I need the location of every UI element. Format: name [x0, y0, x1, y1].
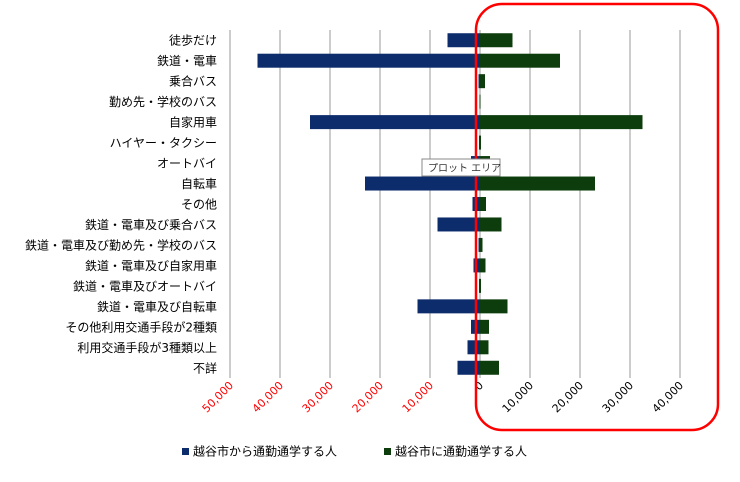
tooltip: プロット エリア [421, 158, 501, 177]
tick-label-2: 30,000 [300, 379, 336, 415]
category-label-3: 勤め先・学校のバス [109, 94, 217, 109]
category-label-15: 利用交通手段が3種類以上 [77, 340, 217, 355]
bar-s0-12 [479, 278, 480, 293]
category-label-2: 乗合バス [169, 74, 217, 89]
bar-s0-2 [478, 74, 480, 89]
bar-s1-7 [480, 176, 595, 191]
category-label-4: 自家用車 [169, 115, 217, 130]
bar-s1-0 [480, 33, 513, 48]
bar-s0-15 [467, 340, 480, 355]
bar-s0-13 [417, 299, 480, 314]
bar-s1-14 [480, 319, 489, 334]
gridlines [229, 30, 681, 378]
highlight-box [474, 2, 720, 432]
bar-s1-15 [480, 340, 489, 355]
bar-s0-7 [365, 176, 480, 191]
category-label-16: 不詳 [193, 360, 217, 375]
category-label-9: 鉄道・電車及び乗合バス [85, 217, 217, 232]
bar-s1-3 [480, 94, 481, 109]
legend-swatch-1 [384, 448, 391, 455]
tick-label-7: 20,000 [550, 379, 586, 415]
legend-label-0: 越谷市から通勤通学する人 [193, 444, 337, 459]
tick-label-0: 50,000 [200, 379, 236, 415]
category-label-13: 鉄道・電車及び自転車 [97, 299, 217, 314]
category-label-12: 鉄道・電車及びオートバイ [73, 278, 217, 293]
tick-label-6: 10,000 [500, 379, 536, 415]
bar-s0-16 [457, 360, 480, 375]
bar-s1-16 [480, 360, 499, 375]
legend-swatch-0 [182, 448, 189, 455]
tick-label-1: 40,000 [250, 379, 286, 415]
bar-s1-2 [480, 74, 485, 89]
tick-label-5: 0 [472, 379, 486, 393]
bar-s1-4 [480, 115, 643, 130]
bar-s0-9 [437, 217, 480, 232]
tick-label-4: 10,000 [400, 379, 436, 415]
bar-s0-4 [310, 115, 480, 130]
category-label-11: 鉄道・電車及び自家用車 [85, 258, 217, 273]
category-label-14: その他利用交通手段が2種類 [65, 319, 217, 334]
legend-label-1: 越谷市に通勤通学する人 [395, 444, 527, 459]
tick-label-3: 20,000 [350, 379, 386, 415]
bar-s1-5 [480, 135, 481, 150]
tooltip-text: プロット エリア [428, 163, 501, 175]
category-label-1: 鉄道・電車 [157, 53, 217, 68]
bar-s0-5 [479, 135, 480, 150]
tooltip-box [421, 158, 501, 177]
bar-s0-0 [447, 33, 480, 48]
bar-s0-1 [257, 53, 480, 68]
category-label-10: 鉄道・電車及び勤め先・学校のバス [25, 237, 217, 252]
bar-s1-13 [480, 299, 508, 314]
bars [257, 33, 643, 375]
bar-s1-9 [480, 217, 502, 232]
bar-s1-11 [480, 258, 486, 273]
bar-s1-10 [480, 237, 483, 252]
category-label-6: オートバイ [157, 157, 217, 171]
bar-s1-1 [480, 53, 560, 68]
bar-s0-10 [478, 237, 480, 252]
bar-s1-12 [480, 278, 481, 293]
tick-labels: 50,000 40,000 30,000 20,000 10,000 0 10,000 20,… [200, 379, 686, 415]
category-labels: 徒歩だけ鉄道・電車乗合バス勤め先・学校のバス自家用車ハイヤー・タクシーオートバイ… [25, 33, 217, 376]
tick-label-9: 40,000 [650, 379, 686, 415]
category-label-7: 自転車 [181, 177, 217, 191]
bar-s1-8 [480, 197, 486, 211]
category-label-8: その他 [181, 198, 217, 212]
category-label-5: ハイヤー・タクシー [110, 136, 217, 150]
legend: 越谷市から通勤通学する人 越谷市に通勤通学する人 [182, 444, 527, 459]
tick-label-8: 30,000 [600, 379, 636, 415]
category-label-0: 徒歩だけ [169, 33, 217, 48]
highlight-rect [474, 2, 720, 432]
bar-s0-3 [479, 94, 480, 109]
